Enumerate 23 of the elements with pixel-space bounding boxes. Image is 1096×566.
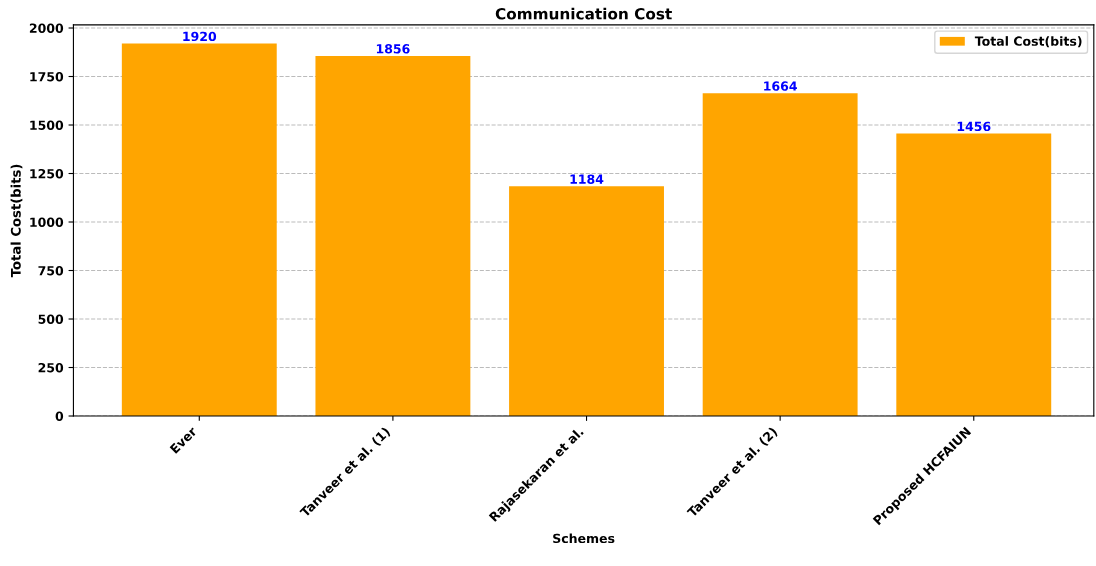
data-label: 1664 (764, 81, 797, 91)
y-tick-label: 0 (55, 411, 64, 421)
y-tick-label: 250 (38, 362, 64, 373)
data-label: 1456 (957, 121, 991, 132)
bar (702, 93, 858, 417)
y-axis-title: Total Cost(bits) (10, 164, 23, 278)
y-tick-label: 1250 (30, 168, 64, 179)
bar (315, 55, 471, 417)
y-tick-label: 1750 (30, 71, 64, 82)
data-label: 1920 (183, 31, 217, 42)
y-tick-label: 500 (38, 314, 64, 324)
data-label: 1856 (376, 44, 410, 54)
x-axis-title: Schemes (553, 533, 615, 544)
legend-label: Total Cost(bits) (974, 36, 1082, 48)
y-tick-label: 1000 (30, 217, 64, 227)
bar (896, 133, 1052, 417)
data-label: 1184 (570, 174, 604, 184)
bar (509, 186, 664, 417)
y-tick-label: 2000 (29, 23, 64, 33)
bar (121, 43, 277, 417)
y-tick-label: 1500 (30, 120, 64, 130)
y-tick-label: 750 (38, 265, 64, 276)
chart-title: Communication Cost (495, 7, 672, 20)
